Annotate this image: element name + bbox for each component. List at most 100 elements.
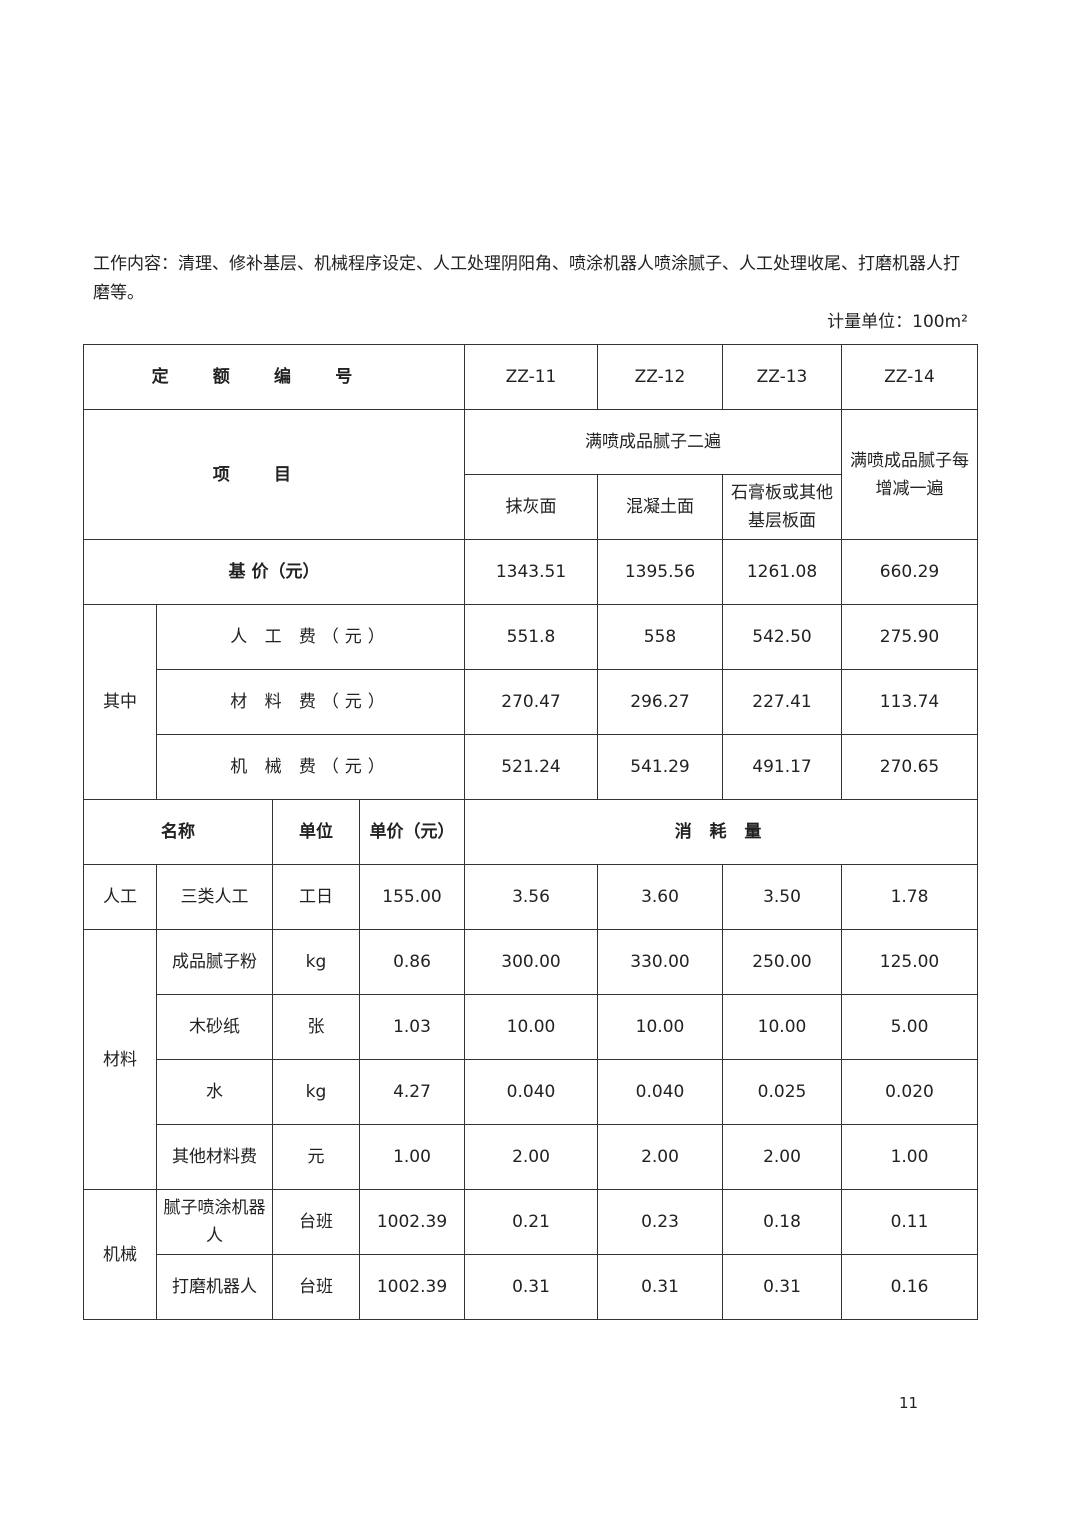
work-content: 工作内容：清理、修补基层、机械程序设定、人工处理阴阳角、喷涂机器人喷涂腻子、人工…	[93, 254, 960, 303]
value: 0.040	[464, 1059, 598, 1125]
resource-unit: kg	[272, 1059, 360, 1125]
table-row: 材料 成品腻子粉 kg 0.86 300.00 330.00 250.00 125.00	[83, 929, 978, 1190]
value: 0.16	[841, 1254, 978, 1320]
resource-price: 0.86	[359, 929, 465, 995]
value: 1395.56	[597, 539, 723, 605]
value: 558	[597, 604, 723, 670]
resource-name: 打磨机器人	[156, 1254, 273, 1320]
value: 0.21	[464, 1189, 598, 1255]
price-header: 单价（元）	[359, 799, 465, 865]
cost-row: 其中人 工 费（元） 551.8 558 542.50 275.90	[83, 604, 978, 800]
resource-unit: 台班	[272, 1254, 360, 1320]
resource-price: 155.00	[359, 864, 465, 930]
group-label: 机械	[83, 1189, 157, 1320]
group-label: 人工	[83, 864, 157, 930]
resource-price: 1.00	[359, 1124, 465, 1190]
value: 0.31	[722, 1254, 842, 1320]
value: 10.00	[597, 994, 723, 1060]
table-row: 其他材料费元 1.00 2.00 2.00 2.00 1.00	[84, 1124, 978, 1190]
resource-unit: kg	[272, 929, 360, 995]
code: ZZ-14	[841, 344, 978, 410]
table-row: 木砂纸张 1.03 10.00 10.00 10.00 5.00	[84, 994, 978, 1060]
value: 521.24	[464, 734, 598, 800]
table-row: 机械 腻子喷涂机器人 台班 1002.39 0.21 0.23 0.18 0.11	[83, 1189, 978, 1320]
resource-name: 三类人工	[156, 864, 273, 930]
value: 0.18	[722, 1189, 842, 1255]
value: 10.00	[464, 994, 598, 1060]
cost-row: 机 械 费（元） 521.24 541.29 491.17 270.65	[84, 734, 978, 800]
value: 541.29	[597, 734, 723, 800]
value: 0.020	[841, 1059, 978, 1125]
resource-unit: 工日	[272, 864, 360, 930]
column-header-row: 名称 单位 单价（元）消 耗 量	[83, 799, 978, 865]
resource-price: 1002.39	[359, 1254, 465, 1320]
cost-row: 材 料 费（元） 270.47 296.27 227.41 113.74	[84, 669, 978, 735]
value: 2.00	[464, 1124, 598, 1190]
code: ZZ-13	[722, 344, 842, 410]
value: 2.00	[597, 1124, 723, 1190]
resource-name: 腻子喷涂机器人	[156, 1189, 273, 1255]
table-row: 水 kg 4.27 0.040 0.040 0.025 0.020	[84, 1059, 978, 1125]
measure-unit: 计量单位：100m²	[827, 312, 968, 332]
resource-name: 水	[156, 1059, 273, 1125]
code-row: 定额编号 ZZ-11 ZZ-12 ZZ-13 ZZ-14	[83, 344, 978, 410]
table-row: 打磨机器人 台班 1002.39 0.31 0.31 0.31 0.16	[84, 1254, 978, 1320]
value: 270.47	[464, 669, 598, 735]
value: 0.040	[597, 1059, 723, 1125]
value: 296.27	[597, 669, 723, 735]
value: 270.65	[841, 734, 978, 800]
value: 0.31	[597, 1254, 723, 1320]
group-label: 满喷成品腻子二遍	[464, 409, 842, 475]
cost-label: 材 料 费（元）	[156, 669, 465, 735]
value: 0.31	[464, 1254, 598, 1320]
value: 1343.51	[464, 539, 598, 605]
value: 275.90	[841, 604, 978, 670]
resource-name: 木砂纸	[156, 994, 273, 1060]
resource-unit: 台班	[272, 1189, 360, 1255]
value: 300.00	[464, 929, 598, 995]
value: 250.00	[722, 929, 842, 995]
resource-unit: 张	[272, 994, 360, 1060]
value: 660.29	[841, 539, 978, 605]
extra-label: 满喷成品腻子每增减一遍	[841, 409, 978, 540]
value: 125.00	[841, 929, 978, 995]
value: 3.56	[464, 864, 598, 930]
code: ZZ-12	[597, 344, 723, 410]
value: 491.17	[722, 734, 842, 800]
resource-price: 4.27	[359, 1059, 465, 1125]
value: 0.025	[722, 1059, 842, 1125]
value: 0.11	[841, 1189, 978, 1255]
value: 10.00	[722, 994, 842, 1060]
group-label: 材料	[83, 929, 157, 1190]
consumption-header: 消 耗 量	[464, 799, 978, 865]
value: 0.23	[597, 1189, 723, 1255]
sub-label: 混凝土面	[597, 474, 723, 540]
value: 1.00	[841, 1124, 978, 1190]
code: ZZ-11	[464, 344, 598, 410]
base-label: 基 价（元）	[83, 539, 465, 605]
value: 1.78	[841, 864, 978, 930]
value: 3.60	[597, 864, 723, 930]
resource-price: 1.03	[359, 994, 465, 1060]
unit-header: 单位	[272, 799, 360, 865]
resource-price: 1002.39	[359, 1189, 465, 1255]
cost-label: 机 械 费（元）	[156, 734, 465, 800]
value: 5.00	[841, 994, 978, 1060]
item-label: 项目	[83, 409, 465, 540]
table-row: 人工 三类人工 工日 155.00 3.56 3.60 3.50 1.78	[83, 864, 978, 930]
value: 1261.08	[722, 539, 842, 605]
resource-unit: 元	[272, 1124, 360, 1190]
value: 542.50	[722, 604, 842, 670]
cost-label: 人 工 费（元）	[156, 604, 465, 670]
value: 551.8	[464, 604, 598, 670]
of-which-label: 其中	[83, 604, 157, 800]
quota-table: 定额编号 ZZ-11 ZZ-12 ZZ-13 ZZ-14 项目 满喷成品腻子二遍…	[83, 344, 978, 1320]
resource-name: 成品腻子粉	[156, 929, 273, 995]
resource-name: 其他材料费	[156, 1124, 273, 1190]
value: 113.74	[841, 669, 978, 735]
value: 2.00	[722, 1124, 842, 1190]
value: 3.50	[722, 864, 842, 930]
sub-label: 石膏板或其他基层板面	[722, 474, 842, 540]
value: 330.00	[597, 929, 723, 995]
